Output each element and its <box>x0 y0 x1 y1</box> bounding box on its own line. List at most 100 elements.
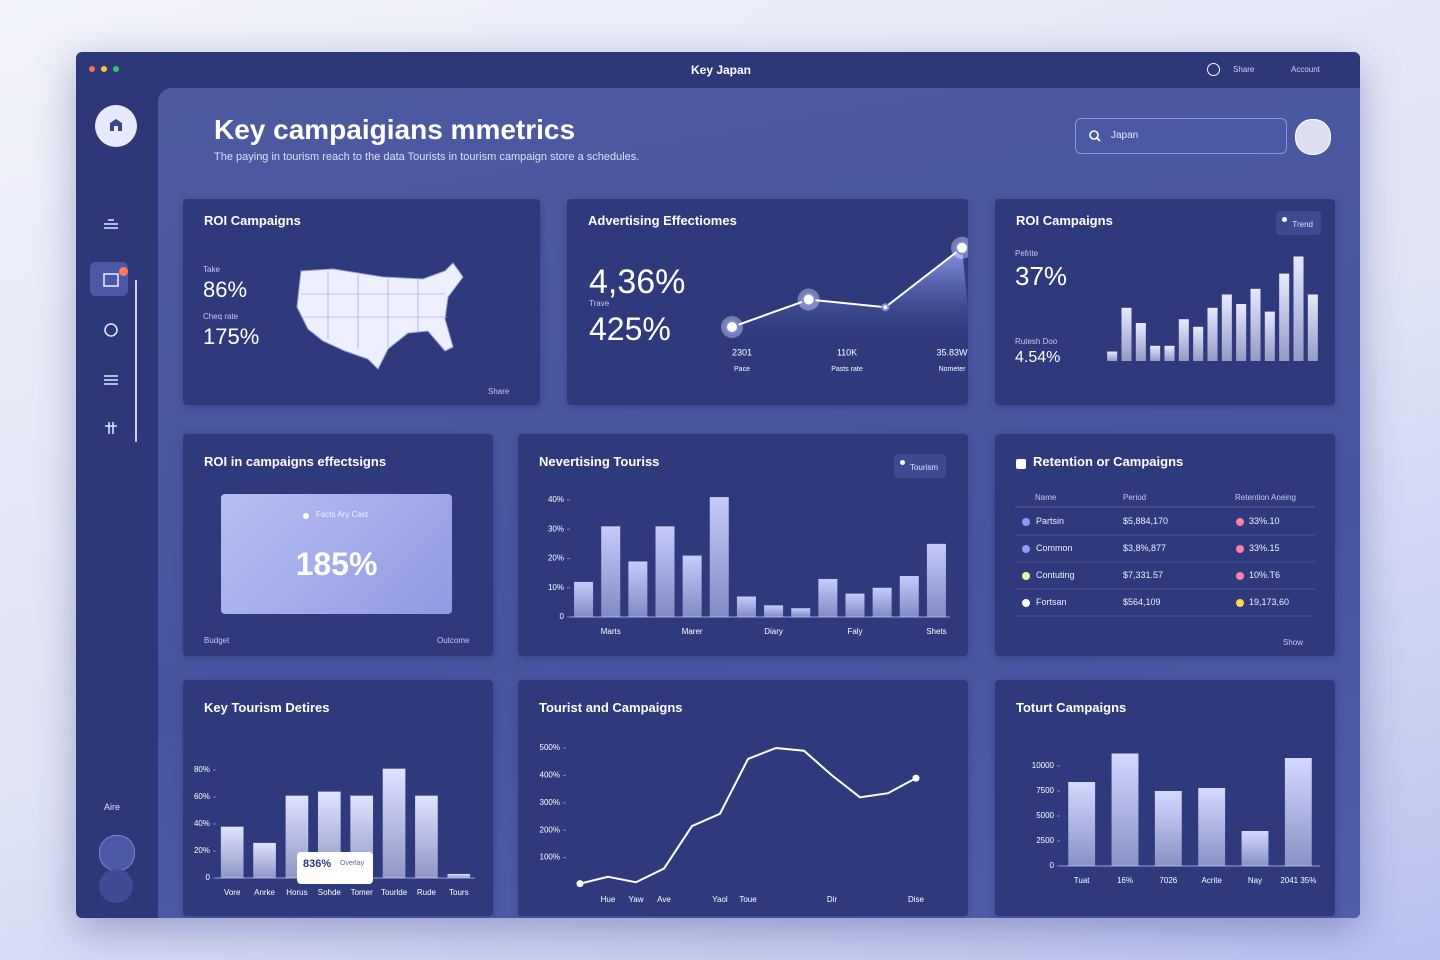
y-tick-label: 5000 <box>1036 811 1054 820</box>
y-tick-label: 60% <box>194 792 210 801</box>
card-footer: Budget <box>204 636 230 645</box>
x-label: 35.83W <box>936 347 968 357</box>
table-header: Retention Aneing <box>1235 493 1296 502</box>
x-tick-label: Marer <box>682 627 703 636</box>
y-tick-label: 7500 <box>1036 786 1054 795</box>
bar <box>1154 791 1182 866</box>
point <box>955 240 968 255</box>
x-tick-label: Tuat <box>1074 876 1090 885</box>
card-title: ROI Campaigns <box>1016 213 1113 228</box>
x-sublabel: Nometer <box>939 366 967 373</box>
nav-track <box>135 280 137 442</box>
page-title: Key campaigians mmetrics <box>214 114 576 145</box>
y-tick-label: 80% <box>194 765 210 774</box>
x-tick-label: Hue <box>601 895 616 904</box>
row-dot <box>1236 599 1244 607</box>
table-cell: 19,173,60 <box>1249 597 1290 607</box>
bar <box>764 605 784 617</box>
x-tick-label: Sohde <box>318 888 342 897</box>
us-map <box>296 262 464 370</box>
card-title: Retention or Campaigns <box>1033 454 1184 469</box>
bar <box>1068 782 1096 866</box>
x-tick-label: Tours <box>449 888 469 897</box>
bar <box>1111 753 1139 866</box>
bar <box>926 543 946 617</box>
table-cell: Contuting <box>1036 570 1075 580</box>
stat-value: 37% <box>1015 261 1068 291</box>
bar <box>682 555 702 617</box>
badge: Tourism <box>893 454 946 478</box>
page-subtitle: The paying in tourism reach to the data … <box>214 151 640 163</box>
map-borders <box>301 271 448 349</box>
tooltip-value: 836% <box>303 858 332 870</box>
bar <box>1150 345 1161 361</box>
card-title: ROI in campaigns effectsigns <box>204 454 387 469</box>
bar <box>415 795 438 878</box>
zoom-dot[interactable] <box>113 66 119 72</box>
x-tick-label: Tomer <box>351 888 374 897</box>
x-tick-label: Vore <box>224 888 241 897</box>
nav-icons[interactable] <box>96 212 126 442</box>
card-canvas: 0 2500 5000 7500 10000 Tuat 16% 7026 Acrite Nay 20… <box>1032 753 1320 885</box>
bar <box>1236 304 1247 361</box>
stat-label: Rutesh Doo <box>1015 337 1058 346</box>
x-tick-label: 16% <box>1117 876 1133 885</box>
row-dot <box>1022 572 1030 580</box>
x-tick-label: 7026 <box>1159 876 1177 885</box>
table-header: Period <box>1123 493 1147 502</box>
x-tick-label: Dir <box>827 895 838 904</box>
stat-value: 425% <box>589 311 671 347</box>
search-box[interactable]: Japan <box>1075 118 1287 154</box>
home-button[interactable] <box>95 105 137 147</box>
bar <box>1164 345 1175 361</box>
bar <box>1293 256 1304 361</box>
y-tick-label: 100% <box>540 853 560 862</box>
point <box>881 303 890 312</box>
stat-value: 86% <box>203 277 248 302</box>
bar <box>709 497 729 617</box>
card-canvas <box>296 262 464 370</box>
y-tick-label: 10% <box>548 583 564 592</box>
y-tick-label: 0 <box>206 873 211 882</box>
table-cell: 33%.10 <box>1249 516 1280 526</box>
row-dot <box>1236 545 1244 553</box>
y-tick-label: 300% <box>540 798 560 807</box>
card-canvas <box>1107 256 1318 361</box>
minimize-dot[interactable] <box>101 66 107 72</box>
stat-label: Take <box>203 265 220 274</box>
x-tick-label: Toue <box>739 895 757 904</box>
toolbar-account[interactable]: Account <box>1291 65 1320 74</box>
bar <box>1241 831 1269 866</box>
badge-text: Trend <box>1292 220 1313 229</box>
settings-icon[interactable] <box>1207 63 1220 76</box>
stat-label: Cheq rate <box>203 312 239 321</box>
bar <box>253 842 276 878</box>
x-sublabel: Pasts rate <box>831 366 863 373</box>
bar <box>736 596 756 617</box>
card: ROI in campaigns effectsigns Budget Outcom… <box>183 434 493 656</box>
y-tick-label: 20% <box>548 554 564 563</box>
home-icon <box>110 119 122 131</box>
bar <box>1193 326 1204 361</box>
x-tick-label: Rude <box>417 888 437 897</box>
table-cell: Partsin <box>1036 516 1065 526</box>
sidebar-label: Aire <box>104 802 121 812</box>
x-tick-label: Anrke <box>254 888 275 897</box>
toolbar-share[interactable]: Share <box>1233 65 1255 74</box>
sidebar-button[interactable] <box>99 869 133 903</box>
y-tick-label: 20% <box>194 846 210 855</box>
content-panel: Key campaigians mmetrics The paying in t… <box>158 88 1360 918</box>
bar <box>601 526 621 617</box>
bar <box>1198 788 1226 866</box>
x-sublabel: Pace <box>734 366 750 373</box>
card: 0 2500 5000 7500 10000 Tuat 16% 7026 Acrite Nay 20… <box>995 680 1335 916</box>
legend-dot <box>303 513 309 519</box>
line <box>731 247 963 328</box>
stat-label: Pefrite <box>1015 249 1039 258</box>
y-tick-label: 30% <box>548 524 564 533</box>
card: 0 10% 20% 30% 40% Marts Marer Diary Faly Shets Nev… <box>518 434 968 656</box>
sidebar-button[interactable] <box>99 835 135 871</box>
close-dot[interactable] <box>89 66 95 72</box>
avatar[interactable] <box>1295 119 1331 155</box>
